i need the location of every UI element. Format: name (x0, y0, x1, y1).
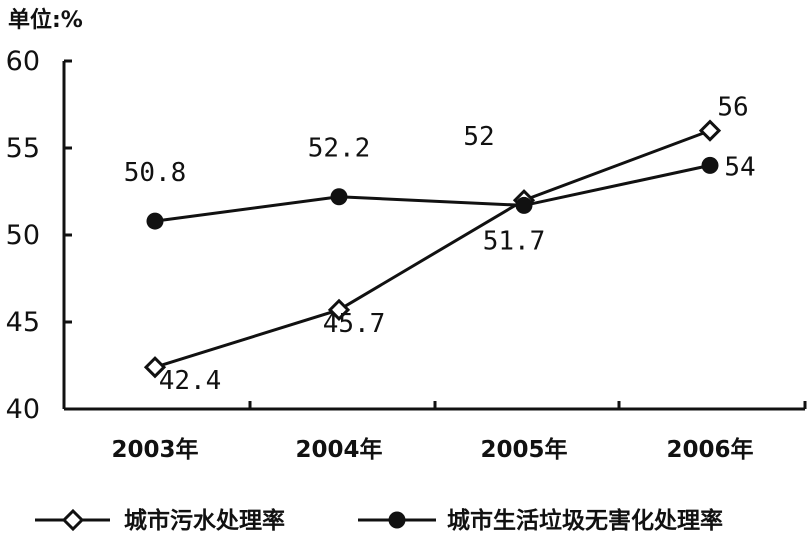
data-label: 51.7 (483, 226, 546, 256)
unit-label: 单位:% (8, 8, 83, 33)
data-point-diamond (698, 119, 722, 142)
data-label: 45.7 (323, 309, 386, 339)
legend-label-2: 城市生活垃圾无害化处理率 (447, 507, 723, 534)
x-tick-label: 2004年 (295, 436, 382, 463)
legend-label-1: 城市污水处理率 (124, 507, 285, 534)
series-line-1 (154, 129, 711, 369)
y-tick-label: 55 (6, 133, 40, 164)
data-point-diamond (143, 356, 167, 379)
data-label: 52.2 (308, 134, 371, 164)
y-tick-label: 60 (6, 46, 40, 77)
y-tick-label: 50 (6, 220, 40, 251)
legend: 城市污水处理率 城市生活垃圾无害化处理率 (35, 507, 723, 534)
data-point-circle (330, 188, 348, 206)
data-label: 42.4 (159, 366, 222, 396)
data-label: 52 (463, 122, 494, 152)
series-line-2 (154, 163, 711, 223)
data-point-circle (701, 156, 719, 174)
data-labels: 42.4 45.7 52 56 50.8 52.2 51.7 54 (124, 93, 756, 397)
data-label: 54 (724, 152, 755, 182)
y-tick-label: 45 (6, 307, 40, 338)
data-point-diamond (327, 298, 351, 321)
data-point-circle (515, 196, 533, 214)
axes: 40 45 50 55 60 2003年 2004年 2005年 2006年 (6, 46, 807, 463)
data-label: 50.8 (124, 158, 187, 188)
data-label: 56 (717, 93, 748, 123)
x-tick-label: 2005年 (480, 436, 567, 463)
legend-marker-diamond (61, 508, 85, 532)
legend-marker-circle (388, 511, 406, 529)
y-tick-label: 40 (6, 394, 40, 425)
series-layer (143, 119, 722, 379)
x-tick-label: 2003年 (111, 436, 198, 463)
x-tick-label: 2006年 (666, 436, 753, 463)
data-point-circle (146, 212, 164, 230)
